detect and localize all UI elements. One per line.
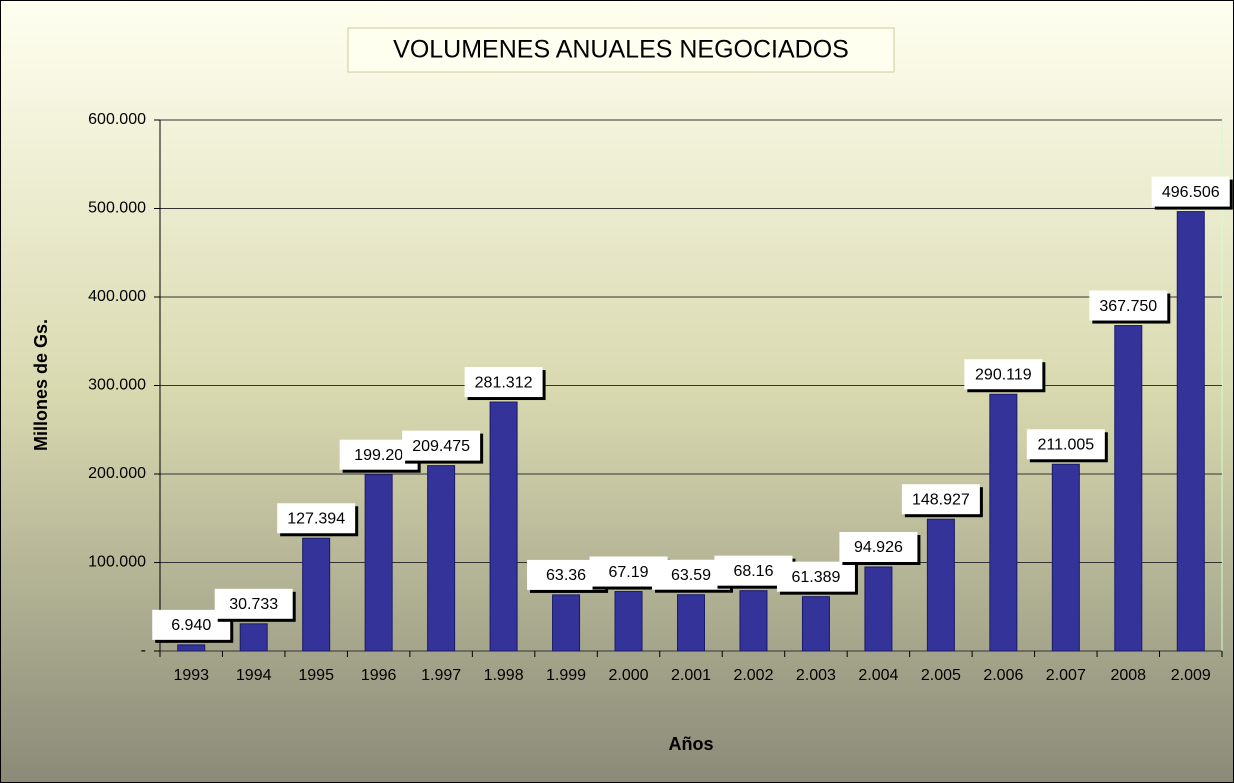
data-label: 290.119 bbox=[975, 366, 1032, 383]
data-label: 68.16 bbox=[733, 563, 773, 580]
data-label-box bbox=[839, 531, 918, 562]
y-tick-label: 600.000 bbox=[88, 111, 146, 128]
y-axis-label: Millones de Gs. bbox=[31, 319, 51, 451]
data-label: 67.19 bbox=[609, 564, 649, 581]
x-tick-label: 2.005 bbox=[921, 667, 961, 684]
bar bbox=[177, 644, 206, 652]
data-label: 211.005 bbox=[1037, 436, 1094, 453]
data-label: 30.733 bbox=[229, 596, 278, 613]
x-axis-label: Años bbox=[669, 734, 714, 754]
bar bbox=[1176, 211, 1205, 652]
bar bbox=[489, 401, 518, 652]
data-label-box bbox=[277, 503, 356, 534]
y-tick-label: 500.000 bbox=[88, 200, 146, 217]
y-tick-label: - bbox=[141, 642, 146, 659]
x-tick-label: 1.999 bbox=[546, 667, 586, 684]
x-tick-label: 2.009 bbox=[1171, 667, 1211, 684]
data-label-box bbox=[1151, 176, 1230, 207]
data-label: 127.394 bbox=[287, 510, 345, 527]
x-tick-label: 1993 bbox=[173, 667, 209, 684]
data-label: 209.475 bbox=[412, 438, 470, 455]
bar bbox=[1051, 463, 1080, 652]
data-label: 6.940 bbox=[171, 617, 211, 634]
bar bbox=[364, 474, 393, 652]
x-tick-label: 2.003 bbox=[796, 667, 836, 684]
bar bbox=[427, 465, 456, 652]
bar bbox=[864, 566, 893, 652]
data-label: 281.312 bbox=[475, 374, 533, 391]
data-label-box bbox=[1026, 429, 1105, 460]
x-tick-label: 2.002 bbox=[733, 667, 773, 684]
y-tick-label: 100.000 bbox=[88, 554, 146, 571]
y-tick-label: 300.000 bbox=[88, 377, 146, 394]
data-label-box bbox=[776, 561, 855, 592]
x-tick-label: 1994 bbox=[236, 667, 272, 684]
x-tick-label: 2.001 bbox=[671, 667, 711, 684]
title-box bbox=[347, 27, 895, 73]
x-tick-label: 2.004 bbox=[858, 667, 898, 684]
bar bbox=[989, 393, 1018, 652]
x-tick-label: 2.007 bbox=[1046, 667, 1086, 684]
y-tick-label: 400.000 bbox=[88, 288, 146, 305]
data-label: 148.927 bbox=[912, 491, 970, 508]
x-tick-label: 2.000 bbox=[609, 667, 649, 684]
data-label: 199.20 bbox=[354, 447, 403, 464]
data-label-box bbox=[964, 359, 1043, 390]
bar bbox=[239, 623, 268, 652]
bar bbox=[1114, 325, 1143, 652]
x-tick-label: 2.006 bbox=[983, 667, 1023, 684]
x-tick-label: 1.998 bbox=[484, 667, 524, 684]
data-label: 94.926 bbox=[854, 539, 903, 556]
data-label: 496.506 bbox=[1162, 184, 1220, 201]
x-tick-label: 1995 bbox=[298, 667, 334, 684]
data-label: 367.750 bbox=[1099, 298, 1157, 315]
bar bbox=[801, 596, 830, 652]
x-tick-label: 1.997 bbox=[421, 667, 461, 684]
data-label-box bbox=[1089, 290, 1168, 321]
bar bbox=[552, 594, 581, 652]
bar bbox=[614, 591, 643, 652]
chart-title: VOLUMENES ANUALES NEGOCIADOS bbox=[393, 36, 849, 64]
bar bbox=[302, 537, 331, 652]
data-label-box bbox=[464, 367, 543, 398]
bar bbox=[677, 594, 705, 652]
x-tick-label: 2008 bbox=[1110, 667, 1146, 684]
bar bbox=[739, 590, 768, 652]
data-label-box bbox=[214, 588, 293, 619]
data-label-box bbox=[402, 430, 481, 461]
data-label-box bbox=[901, 484, 980, 515]
data-label: 61.389 bbox=[791, 569, 840, 586]
x-tick-label: 1996 bbox=[361, 667, 397, 684]
bar bbox=[926, 518, 955, 652]
data-label: 63.59 bbox=[671, 567, 711, 584]
y-tick-label: 200.000 bbox=[88, 465, 146, 482]
data-label: 63.36 bbox=[546, 567, 586, 584]
